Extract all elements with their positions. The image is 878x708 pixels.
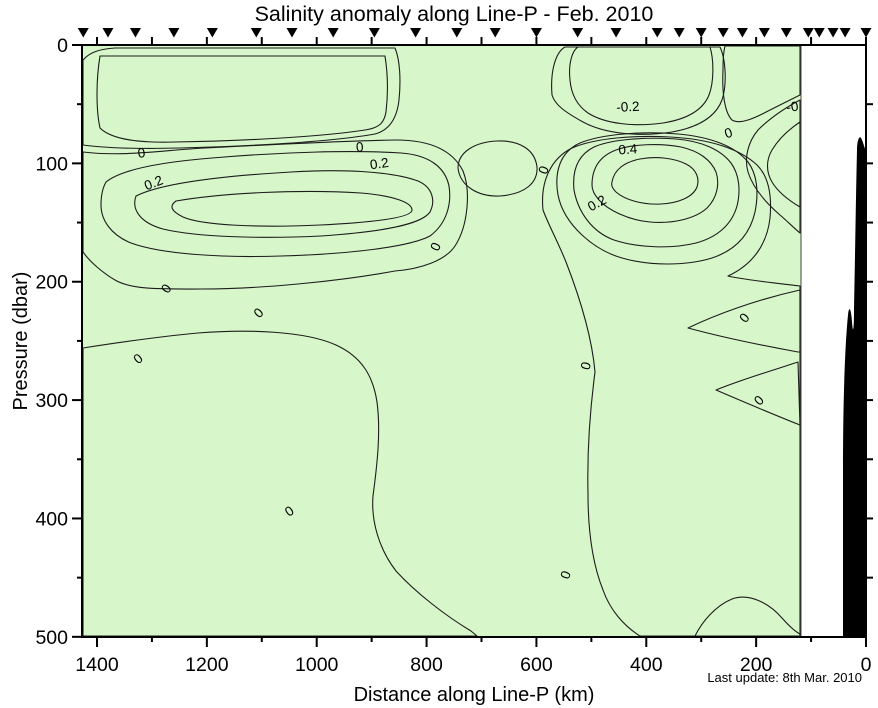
station-marker xyxy=(168,28,180,38)
contour-value-label: 0 xyxy=(355,139,364,155)
contour-value-label: 0 xyxy=(137,145,147,161)
station-marker xyxy=(813,28,825,38)
contour-zero-spike-lower xyxy=(715,361,801,426)
contour-value-label: -0.2 xyxy=(616,99,640,115)
contour-value-label: 0 xyxy=(578,360,594,371)
x-axis-label: Distance along Line-P (km) xyxy=(354,684,595,706)
contour-band-neg-mid-blob xyxy=(457,140,538,197)
contour-value-label: 0.2 xyxy=(369,155,390,172)
station-marker xyxy=(802,28,814,38)
station-marker xyxy=(717,28,729,38)
contour-value-label: 0.4 xyxy=(618,141,638,157)
contour-band-zero-lower-left xyxy=(83,330,478,636)
station-marker xyxy=(860,28,872,38)
contour-value-label: -0 xyxy=(785,99,799,116)
station-marker xyxy=(206,28,218,38)
y-tick-label: 100 xyxy=(35,153,68,175)
contour-band-neg-edge-inner xyxy=(766,121,801,208)
station-marker xyxy=(651,28,663,38)
contour-zero-bottom-bump xyxy=(694,596,801,636)
x-tick-label: 400 xyxy=(630,654,663,676)
contour-band-neg-right-outer xyxy=(551,46,726,135)
contour-band-01-left xyxy=(100,151,451,258)
contour-field xyxy=(83,46,801,636)
station-marker xyxy=(780,28,792,38)
y-tick-label: 400 xyxy=(35,508,68,530)
y-tick-label: 300 xyxy=(35,390,68,412)
contour-band-neg-left-outer xyxy=(83,47,401,149)
contour-value-label: 0.2 xyxy=(142,172,165,193)
y-tick-label: 0 xyxy=(57,35,68,57)
contour-band-background-neg-light xyxy=(83,46,801,636)
contour-band-03-left xyxy=(171,190,413,227)
x-tick-label: 800 xyxy=(410,654,443,676)
station-marker xyxy=(530,28,542,38)
station-marker xyxy=(77,28,89,38)
station-marker xyxy=(610,28,622,38)
y-axis-label: Pressure (dbar) xyxy=(10,272,32,411)
contour-band-01-right xyxy=(556,132,758,265)
contour-band-neg-left-inner xyxy=(96,55,388,143)
x-tick-label: 0 xyxy=(861,654,872,676)
x-tick-label: 200 xyxy=(740,654,773,676)
contour-band-zero-right xyxy=(541,135,801,636)
contour-band-03-right xyxy=(591,144,719,223)
contour-band-neg-edge-outer xyxy=(745,99,801,234)
x-tick-label: 1400 xyxy=(75,654,119,676)
station-marker xyxy=(758,28,770,38)
contour-band-neg-right-inner xyxy=(569,46,714,126)
x-tick-label: 600 xyxy=(520,654,553,676)
station-markers xyxy=(77,28,872,38)
station-marker xyxy=(286,28,298,38)
station-marker xyxy=(129,28,141,38)
x-tick-label: 1200 xyxy=(185,654,229,676)
station-marker xyxy=(250,28,262,38)
station-marker xyxy=(368,28,380,38)
contour-band-02-right xyxy=(573,137,740,248)
plot-frame xyxy=(81,44,867,638)
y-tick-label: 200 xyxy=(35,272,68,294)
station-marker xyxy=(572,28,584,38)
station-marker xyxy=(489,28,501,38)
y-tick-label: 500 xyxy=(35,627,68,649)
station-marker xyxy=(451,28,463,38)
station-marker xyxy=(839,28,851,38)
figure-title: Salinity anomaly along Line-P - Feb. 201… xyxy=(255,2,654,26)
axis-tick-labels: 1400 1200 1000 800 600 400 200 0 0 100 200 300 400 50… xyxy=(35,35,871,676)
station-marker xyxy=(410,28,422,38)
station-marker xyxy=(673,28,685,38)
station-marker xyxy=(736,28,748,38)
station-marker xyxy=(327,28,339,38)
bathymetry-silhouette xyxy=(843,137,866,637)
last-update-note: Last update: 8th Mar. 2010 xyxy=(707,670,862,685)
contour-band-04-core xyxy=(611,157,699,205)
station-marker xyxy=(827,28,839,38)
station-marker xyxy=(695,28,707,38)
station-marker xyxy=(102,28,114,38)
contour-band-02-left xyxy=(134,170,434,238)
contour-value-label: 0 xyxy=(722,125,734,142)
x-tick-label: 1000 xyxy=(295,654,339,676)
contour-band-corner-light xyxy=(722,46,801,123)
contour-zero-spike-upper xyxy=(687,289,801,353)
